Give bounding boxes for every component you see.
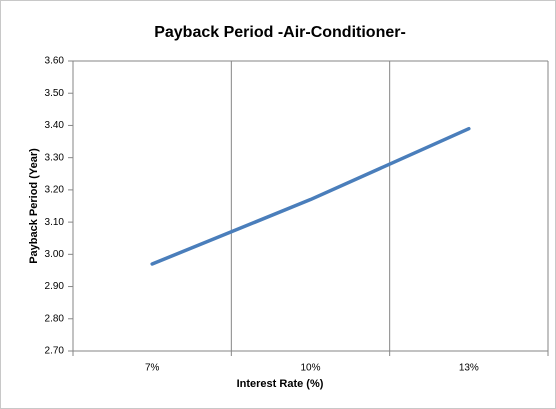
y-tick-label: 3.60	[45, 56, 65, 67]
y-tick-label: 3.10	[45, 217, 65, 228]
x-tick-label: 10%	[300, 363, 320, 374]
x-axis-label: Interest Rate (%)	[237, 378, 324, 390]
y-tick-label: 3.30	[45, 152, 65, 163]
y-tick-label: 3.40	[45, 120, 65, 131]
y-tick-label: 2.70	[45, 346, 65, 357]
line-series	[150, 126, 471, 266]
y-tick-label: 2.90	[45, 281, 65, 292]
x-tick-label: 13%	[459, 363, 479, 374]
y-tick-label: 2.80	[45, 313, 65, 324]
chart-title: Payback Period -Air-Conditioner-	[154, 24, 406, 41]
y-tick-label: 3.20	[45, 185, 65, 196]
y-tick-label: 3.00	[45, 249, 65, 260]
y-tick-label: 3.50	[45, 88, 65, 99]
x-tick-label: 7%	[145, 363, 160, 374]
y-axis-label: Payback Period (Year)	[28, 148, 40, 264]
